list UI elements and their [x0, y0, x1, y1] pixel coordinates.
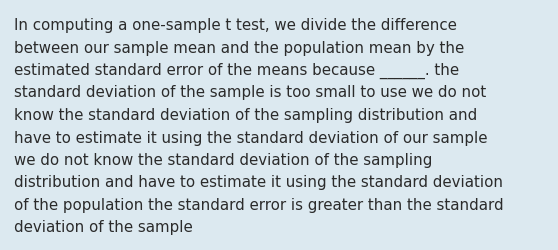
Text: In computing a one-sample t test, we divide the difference: In computing a one-sample t test, we div… [14, 18, 457, 33]
Text: of the population the standard error is greater than the standard: of the population the standard error is … [14, 197, 504, 212]
Text: deviation of the sample: deviation of the sample [14, 220, 193, 234]
Text: between our sample mean and the population mean by the: between our sample mean and the populati… [14, 40, 464, 55]
Text: distribution and have to estimate it using the standard deviation: distribution and have to estimate it usi… [14, 175, 503, 190]
Text: estimated standard error of the means because ______. the: estimated standard error of the means be… [14, 63, 459, 79]
Text: have to estimate it using the standard deviation of our sample: have to estimate it using the standard d… [14, 130, 488, 145]
Text: standard deviation of the sample is too small to use we do not: standard deviation of the sample is too … [14, 85, 486, 100]
Text: we do not know the standard deviation of the sampling: we do not know the standard deviation of… [14, 152, 432, 167]
Text: know the standard deviation of the sampling distribution and: know the standard deviation of the sampl… [14, 108, 477, 122]
